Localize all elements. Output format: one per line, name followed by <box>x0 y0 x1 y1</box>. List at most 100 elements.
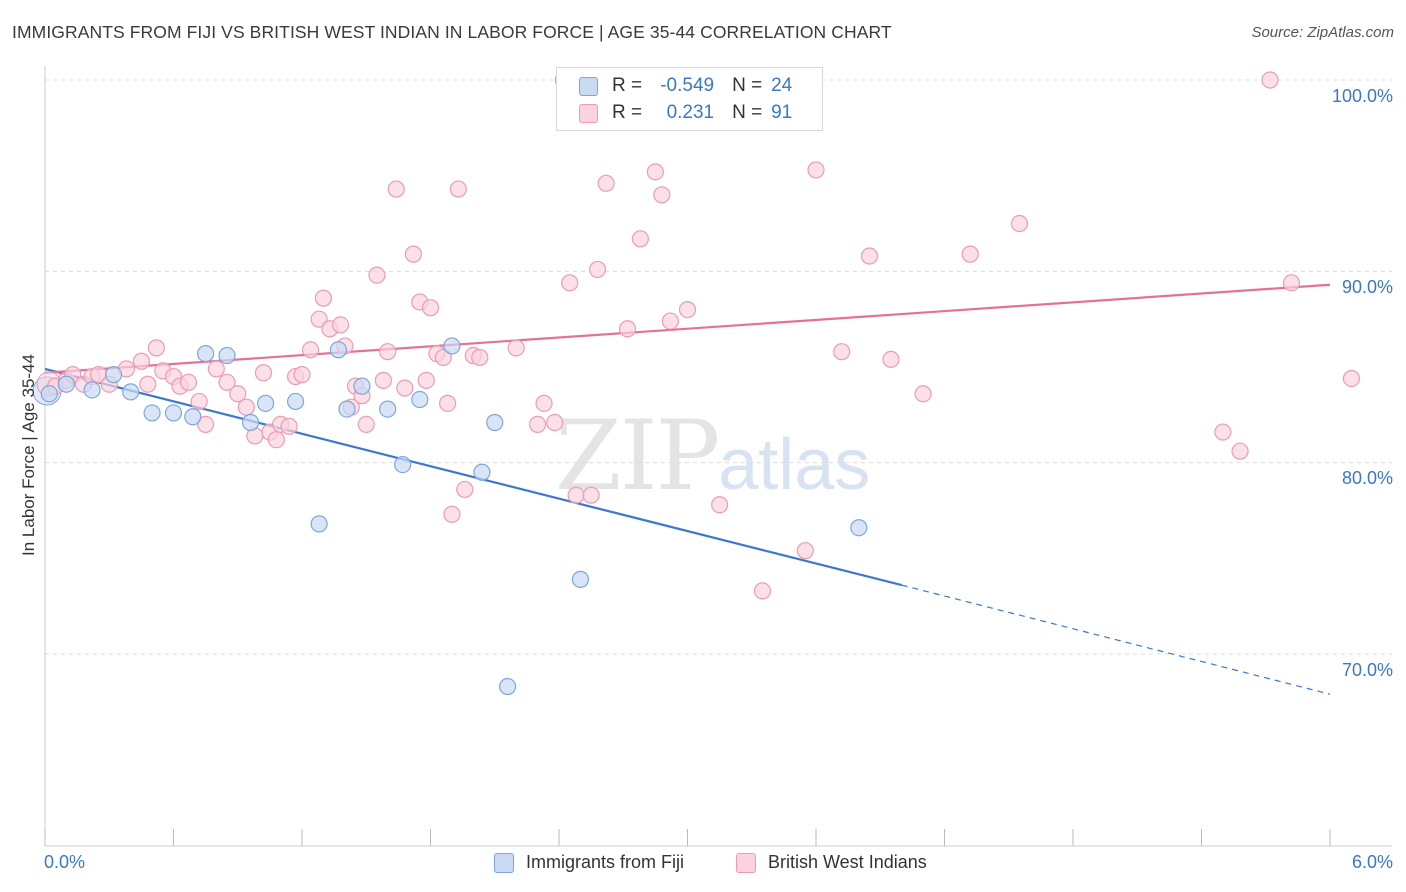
y-tick-label-80: 80.0% <box>1341 468 1393 488</box>
point-blue <box>571 570 590 588</box>
point-blue <box>122 383 140 401</box>
point-pink <box>546 413 564 432</box>
r-value: 0.231 <box>666 102 715 123</box>
point-pink <box>1010 214 1029 233</box>
point-pink <box>331 316 350 334</box>
point-pink <box>267 431 285 449</box>
point-pink <box>833 343 851 361</box>
legend-item-bwi[interactable]: British West Indians <box>736 852 927 873</box>
legend-item-fiji[interactable]: Immigrants from Fiji <box>494 852 684 873</box>
y-tick-label-100: 100.0% <box>1331 86 1393 106</box>
point-pink <box>535 394 553 412</box>
point-blue <box>338 400 356 418</box>
point-blue <box>310 515 328 533</box>
r-label: R = <box>612 75 643 96</box>
legend-swatch-blue <box>494 852 514 873</box>
r-label: R = <box>612 102 643 123</box>
point-blue <box>57 375 76 393</box>
point-pink <box>314 289 333 307</box>
point-pink <box>132 352 150 370</box>
point-blue <box>353 377 371 395</box>
point-blue <box>242 413 260 432</box>
point-pink <box>471 348 489 367</box>
n-label: N = <box>732 102 763 123</box>
point-blue <box>379 400 397 418</box>
n-value: 91 <box>771 102 793 123</box>
x-tick-label-max: 6.0% <box>1351 852 1393 872</box>
legend-label-bwi: British West Indians <box>768 852 927 872</box>
point-pink <box>753 582 772 600</box>
point-blue <box>143 404 161 422</box>
point-pink <box>197 415 215 433</box>
axes <box>44 66 1392 847</box>
point-pink <box>301 341 320 359</box>
n-label: N = <box>732 75 763 96</box>
point-pink <box>914 385 932 403</box>
point-pink <box>561 274 579 292</box>
point-pink <box>417 371 435 389</box>
point-pink <box>357 415 375 433</box>
point-pink <box>449 180 467 198</box>
data-points <box>32 71 1361 696</box>
y-tick-label-90: 90.0% <box>1341 277 1393 297</box>
legend-swatch-blue <box>579 76 598 96</box>
chart-title: IMMIGRANTS FROM FIJI VS BRITISH WEST IND… <box>12 22 892 42</box>
legend-row-fiji: R = -0.549 N = 24 <box>579 74 792 98</box>
point-blue <box>40 385 58 403</box>
legend-row-bwi: R = 0.231 N = 91 <box>579 101 792 125</box>
r-value: -0.549 <box>660 75 715 96</box>
series-legend: Immigrants from Fiji British West Indian… <box>0 852 1406 878</box>
point-pink <box>147 339 165 357</box>
point-pink <box>653 186 671 204</box>
point-pink <box>588 260 607 279</box>
point-blue <box>197 345 215 363</box>
point-pink <box>368 266 386 284</box>
point-pink <box>961 245 979 263</box>
trend-line-blue <box>44 367 902 587</box>
point-pink <box>379 343 397 361</box>
point-pink <box>190 392 208 411</box>
point-pink <box>179 373 198 391</box>
point-pink <box>229 385 247 403</box>
n-value: 24 <box>771 75 793 96</box>
point-pink <box>1231 442 1249 460</box>
point-pink <box>860 247 879 265</box>
point-pink <box>661 312 679 330</box>
y-axis-label: In Labor Force | Age 35-44 <box>19 354 38 556</box>
point-pink <box>254 364 273 382</box>
point-pink <box>434 348 452 367</box>
point-pink <box>597 174 615 192</box>
point-pink <box>711 496 729 514</box>
point-pink <box>404 245 422 263</box>
point-pink <box>1261 71 1279 89</box>
legend-swatch-pink <box>579 103 598 123</box>
point-pink <box>646 163 664 181</box>
point-pink <box>507 339 525 357</box>
point-blue <box>184 408 202 426</box>
point-blue <box>286 392 305 411</box>
point-pink <box>631 230 649 248</box>
point-blue <box>850 519 868 537</box>
point-pink <box>310 310 328 328</box>
point-pink <box>1282 274 1301 292</box>
point-pink <box>396 379 414 397</box>
y-tick-label-70: 70.0% <box>1341 660 1393 680</box>
point-pink <box>456 480 474 499</box>
point-blue <box>486 413 504 432</box>
point-pink <box>237 398 255 416</box>
point-pink <box>582 486 600 504</box>
point-pink <box>1214 423 1232 441</box>
point-pink <box>218 373 236 391</box>
watermark-atlas: atlas <box>718 425 871 505</box>
point-blue <box>394 455 412 474</box>
point-blue <box>104 366 123 384</box>
point-pink <box>678 301 697 319</box>
point-blue <box>443 337 461 355</box>
point-pink <box>280 417 298 435</box>
point-pink <box>421 299 440 317</box>
point-blue <box>499 677 517 696</box>
correlation-legend: R = -0.549 N = 24 R = 0.231 N = 91 <box>556 67 823 131</box>
trend-line-pink <box>44 283 1331 374</box>
legend-swatch-pink <box>736 852 756 873</box>
point-blue <box>329 341 348 359</box>
